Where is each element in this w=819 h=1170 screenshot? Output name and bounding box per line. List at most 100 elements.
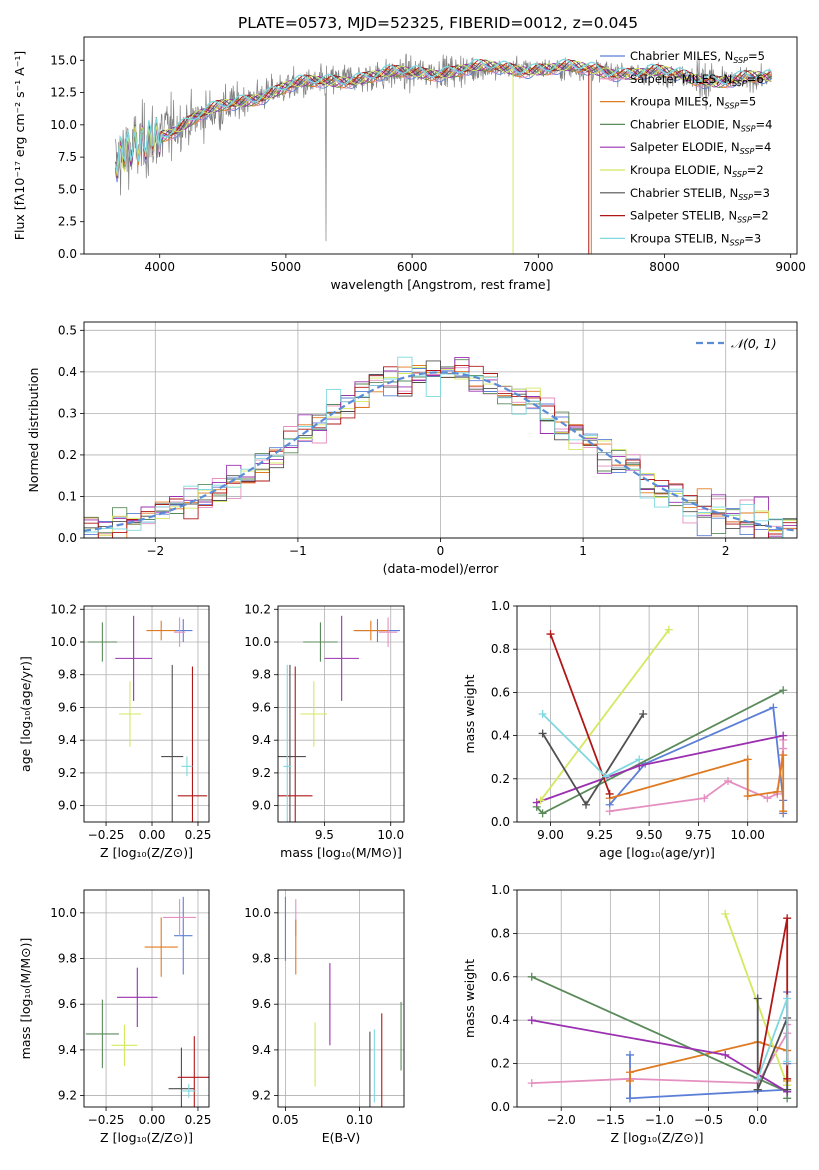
axes-frame: −2.0 −1.5 −1.0 −0.5 0.0 0.0 0.2 0.4 0.6 0.8 1.0 Z [… [462, 883, 798, 1145]
x-tick-label: 0.25 [185, 1113, 212, 1127]
x-tick-label: 5000 [271, 260, 302, 274]
y-tick-label: 0.0 [58, 531, 77, 545]
weight-vs-Z-panel: −2.0 −1.5 −1.0 −0.5 0.0 0.0 0.2 0.4 0.6 0.8 1.0 Z [… [462, 883, 798, 1145]
grid [517, 889, 797, 1108]
data-point-3 [87, 622, 118, 662]
legend-label: Salpeter ELODIE, NSSP=4 [630, 140, 771, 156]
x-axis-label: age [log₁₀(age/yr)] [599, 845, 715, 860]
x-tick-label: 9.75 [685, 828, 712, 842]
data-point-8 [181, 1084, 197, 1098]
y-tick-label: 10.2 [244, 602, 271, 616]
y-axis-label: Flux [fλ10⁻¹⁷ erg cm⁻² s⁻¹ A⁻¹] [12, 51, 27, 240]
data-point-6 [168, 1047, 195, 1107]
y-tick-label: 0.2 [491, 772, 510, 786]
x-tick-label: 0.05 [272, 1113, 299, 1127]
figure-title: PLATE=0573, MJD=52325, FIBERID=0012, z=0… [238, 14, 638, 32]
y-tick-label: 0.4 [491, 729, 510, 743]
weight-line-8 [756, 998, 789, 1080]
y-tick-label: 9.8 [58, 668, 77, 682]
weight-line-6 [541, 713, 644, 807]
x-tick-label: 6000 [397, 260, 428, 274]
data-point-0 [174, 619, 193, 642]
data-point-1 [174, 617, 186, 647]
x-tick-label: 9.5 [315, 828, 334, 842]
y-tick-label: 10.0 [50, 906, 77, 920]
weight-marker [664, 625, 673, 634]
y-tick-label: 0.0 [58, 247, 77, 261]
data-point-4 [115, 615, 153, 701]
x-tick-label: 9000 [775, 260, 806, 274]
x-tick-label: −1 [289, 544, 307, 558]
y-tick-label: 0.8 [491, 642, 510, 656]
weight-line-2 [609, 754, 785, 812]
weight-marker [779, 686, 788, 695]
y-axis-label: age [log₁₀(age/yr)] [18, 656, 33, 772]
x-tick-label: −2 [146, 544, 164, 558]
mass-vs-Z-panel: −0.25 0.00 0.25 9.2 9.4 9.6 9.8 10.0 Z [log₁₀(Z/… [18, 889, 212, 1145]
axes-frame: 9.5 10.0 9.0 9.2 9.4 9.6 9.8 10.0 10.2 mass [log₁… [244, 602, 405, 860]
weight-marker [639, 710, 648, 718]
x-tick-label: −1.0 [645, 1113, 674, 1127]
y-tick-label: 9.6 [58, 997, 77, 1011]
axes-spine [277, 889, 405, 1108]
y-tick-label: 15.0 [50, 53, 77, 67]
plot-area [85, 896, 209, 1107]
x-axis-label: Z [log₁₀(Z/Z⊙)] [100, 845, 193, 860]
plot-area [532, 625, 788, 818]
weight-marker [601, 772, 610, 781]
y-tick-label: 9.8 [58, 952, 77, 966]
weight-marker [753, 994, 762, 1003]
weight-marker [538, 809, 547, 818]
data-point-6 [278, 664, 306, 822]
legend-label: Chabrier ELODIE, NSSP=4 [630, 117, 772, 133]
grid [84, 890, 209, 1107]
grid [278, 606, 404, 822]
weight-marker [723, 776, 732, 785]
data-point-3 [303, 622, 338, 662]
x-tick-label: 1 [579, 544, 587, 558]
y-tick-label: 1.0 [491, 599, 510, 613]
data-point-5 [111, 1024, 138, 1066]
age-vs-mass-panel: 9.5 10.0 9.0 9.2 9.4 9.6 9.8 10.0 10.2 mass [log₁… [244, 602, 405, 860]
weight-vs-age-panel: 9.00 9.25 9.50 9.75 10.00 0.0 0.2 0.4 0.6 0.8 1.0 a… [462, 599, 798, 860]
y-axis-label: Normed distribution [26, 368, 41, 493]
data-point-8 [181, 756, 193, 777]
x-tick-label: −0.25 [88, 828, 125, 842]
y-tick-label: 9.6 [58, 700, 77, 714]
y-tick-label: 0.1 [58, 489, 77, 503]
weight-marker [783, 994, 792, 1003]
x-tick-label: 0.25 [185, 828, 212, 842]
weight-marker [721, 1050, 730, 1059]
axes-spine [277, 605, 405, 823]
axes-spine [516, 889, 798, 1108]
y-tick-label: 9.0 [58, 799, 77, 813]
weight-marker [743, 792, 752, 801]
y-tick-label: 2.5 [58, 215, 77, 229]
legend-label: 𝒩(0, 1) [731, 336, 777, 351]
data-point-7 [177, 666, 208, 822]
axes-spine [83, 36, 798, 255]
y-tick-label: 9.2 [58, 1089, 77, 1103]
y-tick-label: 9.6 [252, 997, 271, 1011]
model-spectrum-4 [115, 61, 772, 173]
weight-marker [625, 1068, 634, 1077]
y-tick-label: 9.4 [252, 733, 271, 747]
y-tick-label: 0.6 [491, 970, 510, 984]
plot-area [114, 53, 773, 254]
y-tick-label: 9.6 [252, 700, 271, 714]
y-tick-label: 0.4 [58, 365, 77, 379]
weight-marker [538, 729, 547, 738]
weight-marker [527, 1016, 536, 1025]
y-tick-label: 7.5 [58, 150, 77, 164]
axes-spine [516, 605, 798, 823]
weight-marker [721, 909, 730, 918]
age-vs-Z-panel: −0.25 0.00 0.25 9.0 9.2 9.4 9.6 9.8 10.0 10.2 Z [l… [18, 602, 212, 860]
axes-spine [83, 889, 210, 1108]
weight-marker [779, 731, 788, 740]
weight-marker [582, 800, 591, 809]
model-spectrum-5 [115, 60, 772, 176]
residual-histogram-7 [84, 364, 797, 538]
y-tick-label: 0.6 [491, 685, 510, 699]
x-tick-label: 10.00 [731, 828, 765, 842]
x-axis-label: (data-model)/error [383, 561, 500, 576]
